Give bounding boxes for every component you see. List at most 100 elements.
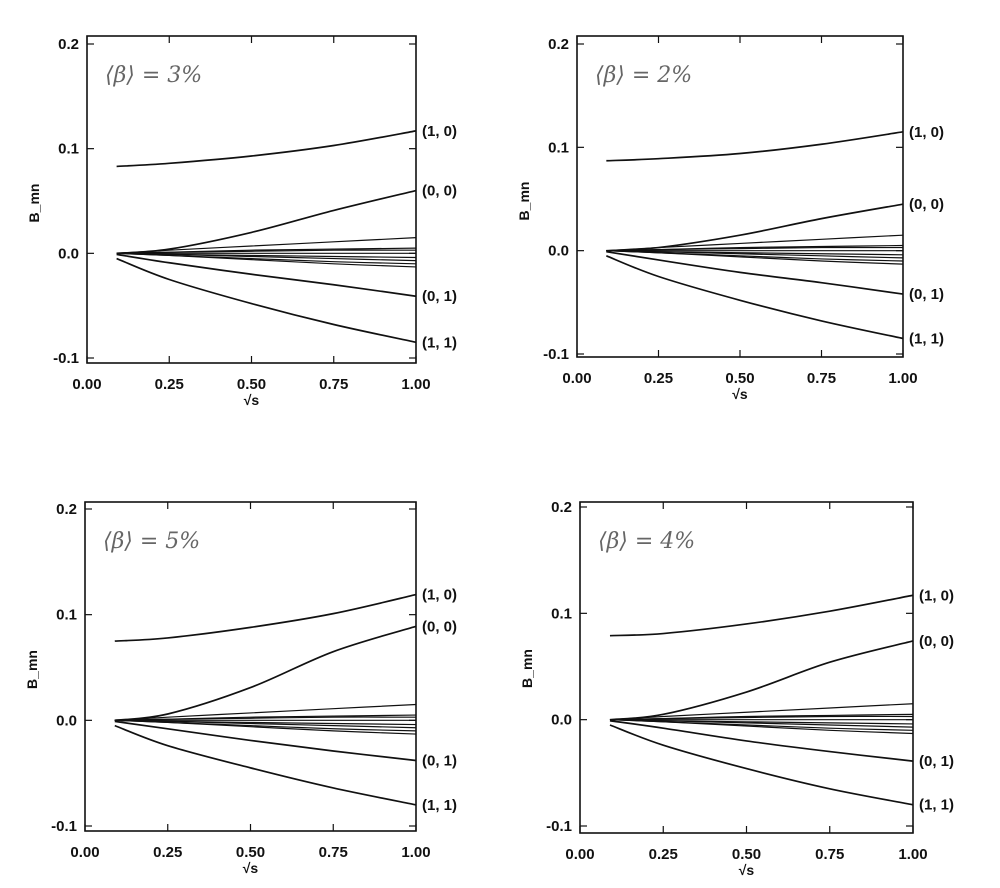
series-line-10 [114,593,417,642]
series-line-00 [606,203,904,252]
series-label: (0, 0) [422,618,457,635]
series-line-11 [116,257,417,344]
x-axis-label: √s [739,862,755,878]
x-tick-label: 0.50 [732,846,761,863]
y-axis-label: B_mn [516,182,532,221]
x-tick-label: 0.25 [153,844,182,861]
y-tick-label: 0.1 [58,141,79,158]
y-tick-label: 0.2 [56,501,77,518]
series-label: (1, 1) [422,334,457,351]
series-line-10 [609,594,914,637]
y-tick-label: 0.0 [548,243,569,260]
series-label: (0, 1) [919,753,954,770]
series-label: (1, 0) [422,587,457,604]
x-tick-label: 0.25 [155,376,184,393]
y-tick-label: -0.1 [543,346,569,363]
y-tick-label: 0.0 [58,245,79,262]
y-tick-label: 0.2 [551,499,572,516]
series-label: (0, 1) [422,288,457,305]
y-axis-label: B_mn [26,184,42,223]
series-line-10 [606,130,904,162]
x-axis-label: √s [244,392,260,408]
series-label: (1, 0) [909,124,944,141]
x-tick-label: 0.50 [237,376,266,393]
series-line-11 [606,255,904,340]
series-line-minor [606,234,904,252]
y-tick-label: 0.0 [56,712,77,729]
series-label: (1, 0) [422,123,457,140]
series-line-00 [114,625,417,722]
y-tick-label: 0.2 [58,36,79,53]
series-label: (1, 1) [909,331,944,348]
series-line-minor [609,719,914,728]
x-tick-label: 0.75 [319,844,348,861]
series-label: (0, 1) [422,752,457,769]
series-label: (0, 0) [909,196,944,213]
series-line-minor [116,252,417,262]
series-label: (1, 1) [422,797,457,814]
x-tick-label: 0.00 [565,846,594,863]
series-line-minor [116,237,417,254]
y-axis-label: B_mn [24,650,40,689]
x-axis-label: √s [732,386,748,402]
series-line-minor [609,715,914,721]
series-line-minor [609,703,914,721]
series-line-minor [606,246,904,252]
x-tick-label: 1.00 [401,844,430,861]
panel-title: ⟨β⟩ = 5% [103,529,200,554]
chart-panel-1: 0.00 0.25 0.50 0.75 1.00 -0.1 0.0 0.1 0.2 √s B_mn ⟨… [516,35,944,402]
series-line-11 [609,724,914,806]
series-line-11 [114,724,417,806]
series-line-10 [116,130,417,168]
series-line-minor [114,719,417,729]
y-tick-label: 0.1 [56,607,77,624]
y-tick-label: 0.1 [551,605,572,622]
y-tick-label: 0.0 [551,712,572,729]
series-label: (1, 0) [919,587,954,604]
series-line-minor [116,252,417,268]
x-axis-label: √s [243,860,259,876]
y-tick-label: 0.2 [548,36,569,53]
x-tick-label: 0.75 [319,376,348,393]
x-tick-label: 0.00 [70,844,99,861]
chart-panel-2: 0.00 0.25 0.50 0.75 1.00 -0.1 0.0 0.1 0.2 √s B_mn ⟨… [24,501,457,876]
x-tick-label: 0.75 [807,370,836,387]
panel-title: ⟨β⟩ = 2% [595,63,692,88]
y-tick-label: 0.1 [548,139,569,156]
chart-panel-3: 0.00 0.25 0.50 0.75 1.00 -0.1 0.0 0.1 0.2 √s B_mn ⟨… [519,499,954,878]
series-line-01 [114,720,417,762]
x-tick-label: 0.50 [725,370,754,387]
series-line-minor [116,249,417,254]
y-axis-label: B_mn [519,649,535,688]
x-tick-label: 1.00 [401,376,430,393]
series-label: (0, 0) [422,183,457,200]
panel-title: ⟨β⟩ = 4% [598,529,695,554]
series-line-minor [114,703,417,721]
series-line-00 [116,189,417,255]
series-line-minor [114,719,417,735]
panel-title: ⟨β⟩ = 3% [105,63,202,88]
series-line-01 [609,719,914,762]
series-line-minor [606,250,904,265]
x-tick-label: 0.00 [72,376,101,393]
x-tick-label: 0.75 [815,846,844,863]
series-label: (0, 0) [919,633,954,650]
x-tick-label: 0.50 [236,844,265,861]
series-line-01 [606,250,904,295]
series-line-minor [609,719,914,735]
chart-panel-0: 0.00 0.25 0.50 0.75 1.00 -0.1 0.0 0.1 0.2 √s B_mn ⟨… [26,35,457,408]
y-tick-label: -0.1 [53,350,79,367]
series-line-minor [114,716,417,721]
x-tick-label: 1.00 [888,370,917,387]
y-tick-label: -0.1 [546,818,572,835]
series-line-01 [116,253,417,298]
y-tick-label: -0.1 [51,818,77,835]
x-tick-label: 0.25 [644,370,673,387]
x-tick-label: 0.00 [562,370,591,387]
x-tick-label: 0.25 [649,846,678,863]
series-label: (1, 1) [919,797,954,814]
x-tick-label: 1.00 [898,846,927,863]
series-line-00 [609,640,914,721]
series-label: (0, 1) [909,286,944,303]
